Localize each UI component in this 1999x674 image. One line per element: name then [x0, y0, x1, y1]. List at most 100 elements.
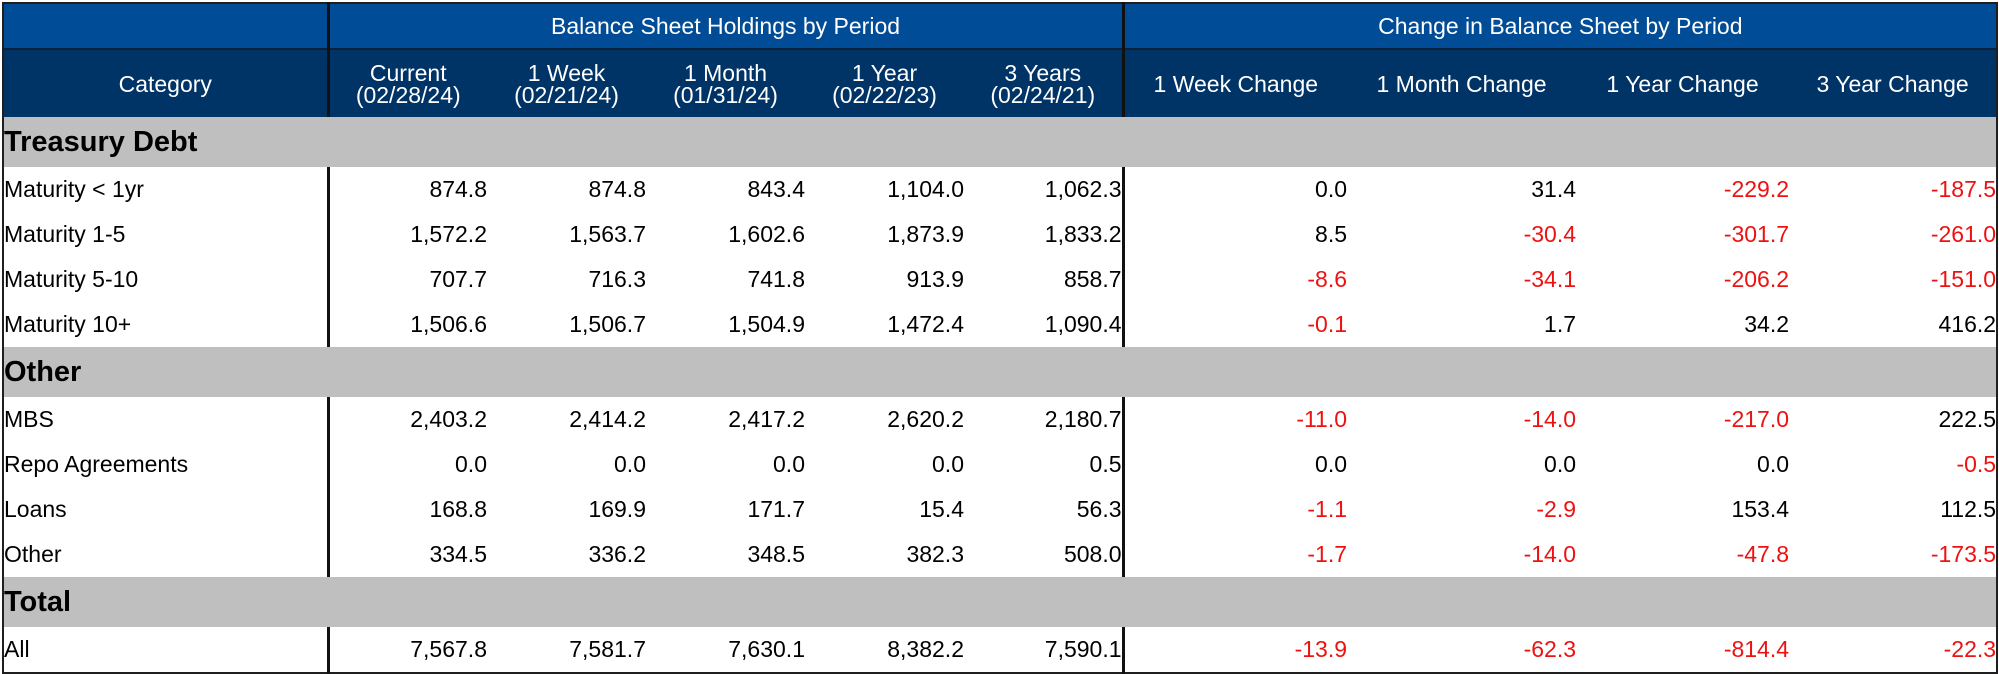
row-label: Maturity 10+: [3, 302, 330, 347]
group-header-change: Change in Balance Sheet by Period: [1123, 3, 1998, 49]
holding-cell: 56.3: [964, 487, 1125, 532]
change-cell: -14.0: [1523, 541, 1577, 567]
row-label: MBS: [3, 397, 330, 442]
holding-cell: 858.7: [964, 257, 1125, 302]
holding-cell: 0.0: [773, 451, 805, 477]
group-header-holdings: Balance Sheet Holdings by Period: [328, 3, 1125, 49]
holding-cell: 874.8: [429, 176, 487, 202]
holding-cell: 7,581.7: [569, 636, 646, 662]
table-row: Loans 168.8 169.9 171.7 15.4 56.3 -1.1 -2.9 153.…: [3, 487, 1997, 532]
col-header-1-year: 1 Year (02/22/23): [805, 48, 964, 117]
row-label: Other: [3, 532, 330, 577]
holding-cell: 334.5: [429, 541, 487, 567]
holding-cell: 7,630.1: [728, 636, 805, 662]
holding-cell: 171.7: [747, 496, 805, 522]
holding-cell: 348.5: [747, 541, 805, 567]
holding-cell: 741.8: [747, 266, 805, 292]
section-title: Treasury Debt: [3, 117, 1998, 167]
holding-cell: 0.0: [932, 451, 964, 477]
holding-cell: 1,104.0: [887, 176, 964, 202]
row-label: Repo Agreements: [3, 442, 330, 487]
row-label: Maturity 1-5: [3, 212, 330, 257]
holding-cell: 2,414.2: [569, 406, 646, 432]
col-header-current: Current (02/28/24): [328, 48, 487, 117]
section-title: Other: [3, 347, 1998, 397]
holding-cell: 1,506.7: [569, 311, 646, 337]
change-cell: 0.0: [1757, 451, 1790, 477]
change-cell: 416.2: [1938, 311, 1997, 337]
holding-cell: 168.8: [429, 496, 487, 522]
section-header: Total: [3, 577, 1998, 627]
change-cell: -47.8: [1736, 541, 1790, 567]
table-row: Other 334.5 336.2 348.5 382.3 508.0 -1.7 -14.0 -…: [3, 532, 1997, 577]
col-header-1-week-change: 1 Week Change: [1123, 48, 1348, 117]
change-cell: -151.0: [1930, 266, 1997, 292]
change-cell: -2.9: [1536, 496, 1577, 522]
table-row: Maturity 1-5 1,572.2 1,563.7 1,602.6 1,873.9…: [3, 212, 1997, 257]
change-cell: -0.1: [1307, 311, 1348, 337]
row-label: Maturity 5-10: [3, 257, 330, 302]
change-cell: 153.4: [1731, 496, 1790, 522]
col-header-1-week: 1 Week (02/21/24): [487, 48, 646, 117]
col-header-1-month-change: 1 Month Change: [1347, 48, 1577, 117]
change-cell: -8.6: [1307, 266, 1348, 292]
change-cell: -206.2: [1723, 266, 1790, 292]
change-cell: -173.5: [1930, 541, 1997, 567]
holding-cell: 0.0: [614, 451, 646, 477]
holding-cell: 508.0: [964, 532, 1125, 577]
holding-cell: 382.3: [906, 541, 964, 567]
holding-cell: 0.5: [964, 442, 1125, 487]
col-header-1-year-change: 1 Year Change: [1576, 48, 1790, 117]
col-header-3-years: 3 Years (02/24/21): [964, 48, 1125, 117]
section-title: Total: [3, 577, 1998, 627]
col-header-category: Category: [3, 48, 330, 117]
holding-cell: 843.4: [747, 176, 805, 202]
group-header-blank: [3, 3, 330, 49]
holding-cell: 169.9: [588, 496, 646, 522]
table-row: MBS 2,403.2 2,414.2 2,417.2 2,620.2 2,180.7 -1…: [3, 397, 1997, 442]
change-cell: 8.5: [1315, 221, 1348, 247]
change-cell: -814.4: [1723, 636, 1790, 662]
change-cell: -14.0: [1523, 406, 1577, 432]
holding-cell: 15.4: [919, 496, 964, 522]
change-cell: -261.0: [1930, 221, 1997, 247]
holding-cell: 1,506.6: [410, 311, 487, 337]
holding-cell: 7,590.1: [964, 627, 1125, 673]
change-cell: 0.0: [1315, 176, 1348, 202]
change-cell: -13.9: [1294, 636, 1348, 662]
change-cell: -62.3: [1523, 636, 1577, 662]
holding-cell: 913.9: [906, 266, 964, 292]
section-header: Other: [3, 347, 1998, 397]
change-cell: -217.0: [1723, 406, 1790, 432]
holding-cell: 7,567.8: [410, 636, 487, 662]
table-row: Repo Agreements 0.0 0.0 0.0 0.0 0.5 0.0 0.0 0.0-…: [3, 442, 1997, 487]
change-cell: -0.5: [1956, 451, 1997, 477]
holding-cell: 716.3: [588, 266, 646, 292]
table-row: All 7,567.8 7,581.7 7,630.1 8,382.2 7,590.1 -1…: [3, 627, 1997, 673]
holding-cell: 8,382.2: [887, 636, 964, 662]
change-cell: -187.5: [1930, 176, 1997, 202]
change-cell: -11.0: [1296, 406, 1348, 432]
holding-cell: 1,472.4: [887, 311, 964, 337]
holding-cell: 1,504.9: [728, 311, 805, 337]
row-label: Maturity < 1yr: [3, 167, 330, 212]
col-header-3-year-change: 3 Year Change: [1789, 48, 1998, 117]
holding-cell: 1,572.2: [410, 221, 487, 247]
holding-cell: 2,417.2: [728, 406, 805, 432]
holding-cell: 1,062.3: [964, 167, 1125, 212]
change-cell: 31.4: [1531, 176, 1577, 202]
table-row: Maturity 10+ 1,506.6 1,506.7 1,504.9 1,472.4…: [3, 302, 1997, 347]
holding-cell: 1,873.9: [887, 221, 964, 247]
table-row: Maturity 5-10 707.7 716.3 741.8 913.9 858.7 -8…: [3, 257, 1997, 302]
holding-cell: 1,090.4: [964, 302, 1125, 347]
holding-cell: 2,620.2: [887, 406, 964, 432]
holding-cell: 336.2: [588, 541, 646, 567]
change-cell: -301.7: [1723, 221, 1790, 247]
section-header: Treasury Debt: [3, 117, 1998, 167]
change-cell: 222.5: [1938, 406, 1997, 432]
change-cell: -22.3: [1943, 636, 1997, 662]
change-cell: -34.1: [1523, 266, 1577, 292]
column-header-row: Category Current (02/28/24) 1 Week (02/21/…: [3, 48, 1998, 117]
holding-cell: 2,180.7: [964, 397, 1125, 442]
